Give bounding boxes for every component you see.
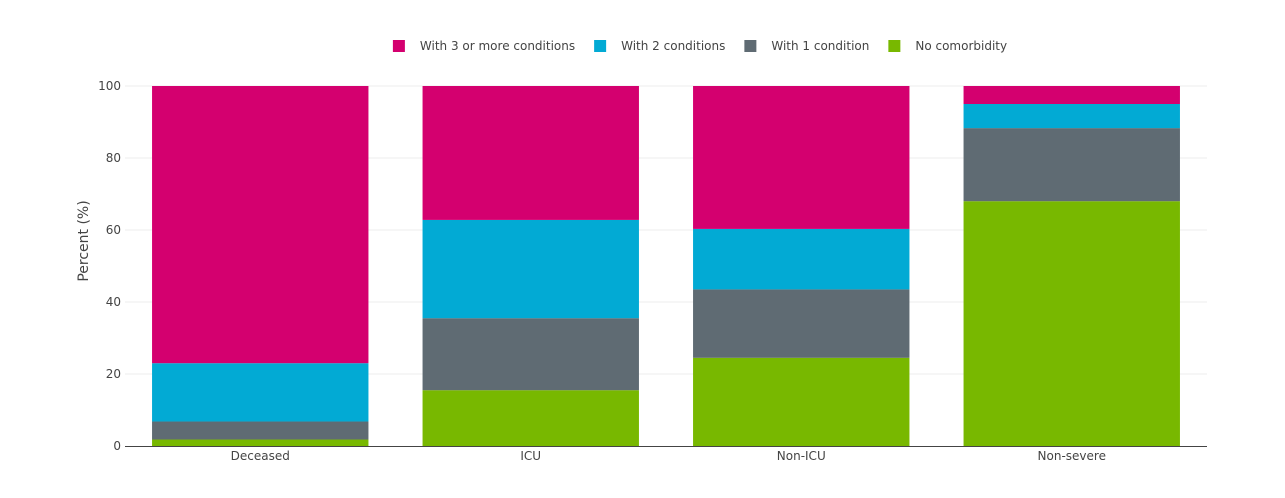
legend-item-with-3-or-more-conditions[interactable]: With 3 or more conditions bbox=[392, 39, 575, 53]
bar-deceased-with-2-conditions bbox=[152, 363, 369, 422]
legend-swatch bbox=[594, 40, 607, 52]
bar-non-severe-with-3-or-more-conditions bbox=[963, 86, 1180, 104]
bar-deceased-with-1-condition bbox=[152, 421, 369, 440]
x-tick-label: Non-ICU bbox=[777, 449, 826, 463]
bar-non-severe-with-1-condition bbox=[963, 128, 1180, 202]
y-tick-label: 80 bbox=[106, 151, 121, 165]
y-tick-label: 20 bbox=[106, 367, 121, 381]
legend-label: No comorbidity bbox=[915, 39, 1007, 53]
axes: 0 20 40 60 80 100 Deceased ICU Non-ICU Non-severe bbox=[98, 79, 1207, 463]
legend: With 3 or more conditions With 2 conditio… bbox=[392, 39, 1007, 53]
y-axis-title: Percent (%) bbox=[76, 200, 92, 281]
y-tick-label: 60 bbox=[106, 223, 121, 237]
legend-label: With 1 condition bbox=[771, 39, 869, 53]
y-tick-label: 100 bbox=[98, 79, 121, 93]
legend-item-with-2-conditions[interactable]: With 2 conditions bbox=[594, 39, 725, 53]
legend-swatch bbox=[744, 40, 757, 52]
bar-non-severe-no-comorbidity bbox=[963, 201, 1180, 446]
bar-icu-with-3-or-more-conditions bbox=[422, 86, 639, 220]
legend-label: With 3 or more conditions bbox=[420, 39, 575, 53]
bar-deceased-with-3-or-more-conditions bbox=[152, 86, 369, 364]
bar-icu-with-2-conditions bbox=[422, 219, 639, 319]
x-tick-label: Deceased bbox=[231, 449, 290, 463]
legend-item-no-comorbidity[interactable]: No comorbidity bbox=[888, 39, 1007, 53]
bar-non-icu-with-2-conditions bbox=[693, 228, 910, 290]
bars bbox=[152, 86, 1180, 446]
bar-icu-with-1-condition bbox=[422, 318, 639, 391]
x-tick-label: Non-severe bbox=[1038, 449, 1106, 463]
bar-non-icu-no-comorbidity bbox=[693, 357, 910, 446]
y-tick-label: 0 bbox=[113, 439, 121, 453]
bar-non-icu-with-1-condition bbox=[693, 289, 910, 358]
bar-non-icu-with-3-or-more-conditions bbox=[693, 86, 910, 229]
y-tick-label: 40 bbox=[106, 295, 121, 309]
legend-swatch bbox=[888, 40, 901, 52]
legend-item-with-1-condition[interactable]: With 1 condition bbox=[744, 39, 869, 53]
bar-icu-no-comorbidity bbox=[422, 390, 639, 446]
x-tick-label: ICU bbox=[520, 449, 541, 463]
bar-non-severe-with-2-conditions bbox=[963, 104, 1180, 129]
bar-deceased-no-comorbidity bbox=[152, 439, 369, 446]
legend-label: With 2 conditions bbox=[621, 39, 725, 53]
legend-swatch bbox=[392, 40, 405, 52]
